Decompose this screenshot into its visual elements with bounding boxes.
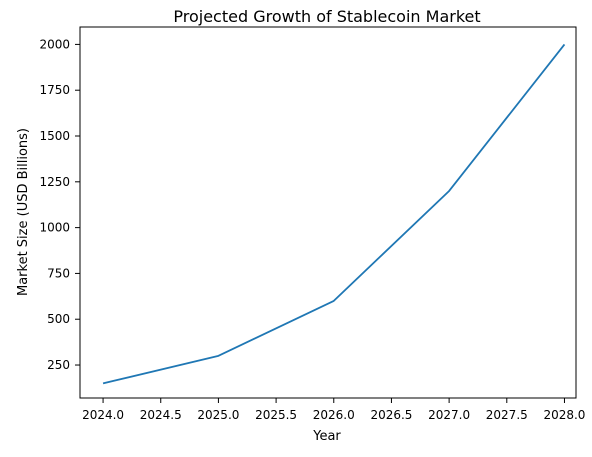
x-tick-label: 2024.0 — [82, 408, 124, 422]
y-tick-label: 2000 — [39, 37, 70, 51]
y-tick-label: 500 — [47, 312, 70, 326]
x-tick-label: 2025.5 — [255, 408, 297, 422]
y-tick-label: 1500 — [39, 129, 70, 143]
y-tick-label: 250 — [47, 358, 70, 372]
x-tick-label: 2026.5 — [370, 408, 412, 422]
y-axis-ticks: 250 500 750 1000 1250 1500 1750 2000 — [39, 37, 80, 372]
plot-frame — [79, 26, 577, 399]
x-tick-label: 2025.0 — [197, 408, 239, 422]
series-layer — [102, 43, 566, 385]
chart-title: Projected Growth of Stablecoin Market — [173, 7, 480, 26]
x-tick-label: 2027.5 — [486, 408, 528, 422]
x-tick-label: 2026.0 — [313, 408, 355, 422]
x-tick-label: 2027.0 — [428, 408, 470, 422]
y-tick-label: 750 — [47, 266, 70, 280]
y-tick-label: 1000 — [39, 221, 70, 235]
x-axis-label: Year — [312, 429, 341, 444]
x-tick-label: 2024.5 — [140, 408, 182, 422]
series-line — [102, 43, 566, 385]
y-axis-label: Market Size (USD Billions) — [16, 128, 31, 296]
y-tick-label: 1250 — [39, 175, 70, 189]
y-tick-label: 1750 — [39, 83, 70, 97]
x-axis-ticks: 2024.0 2024.5 2025.0 2025.5 2026.0 2026.5 2027… — [82, 398, 585, 422]
x-tick-label: 2028.0 — [543, 408, 585, 422]
